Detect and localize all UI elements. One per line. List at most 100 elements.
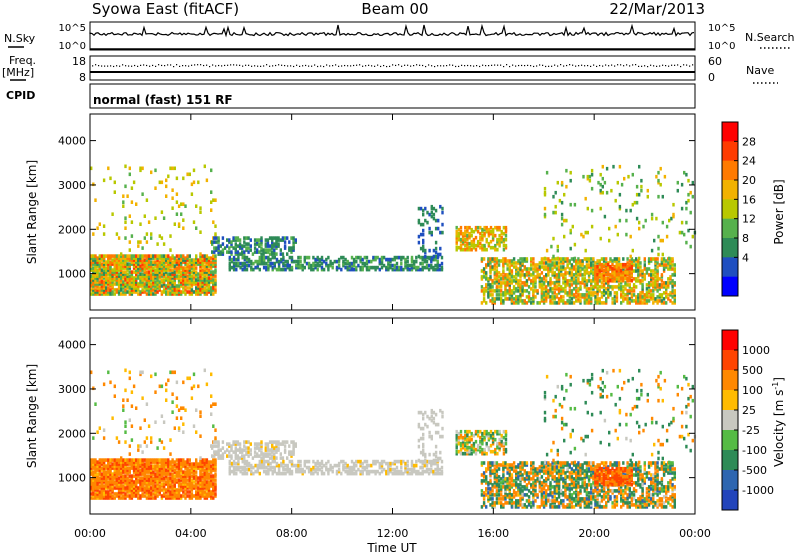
power-cell (314, 259, 317, 264)
power-cell (547, 295, 550, 299)
power-cell (637, 295, 640, 299)
power-cell (175, 254, 179, 258)
power-cell (590, 299, 593, 303)
velocity-cell (199, 464, 202, 468)
power-cell (145, 274, 149, 278)
power-cell (655, 174, 658, 179)
power-cell (167, 256, 170, 260)
velocity-cell (277, 463, 281, 468)
power-cell (459, 237, 463, 242)
power-cell (169, 262, 172, 266)
velocity-cell (294, 444, 297, 448)
velocity-cell (238, 456, 242, 460)
velocity-cell (195, 462, 198, 466)
power-cell (395, 267, 399, 272)
power-cell (577, 273, 580, 277)
velocity-cell (232, 440, 235, 444)
power-cell (203, 164, 206, 169)
power-cell (310, 265, 313, 270)
power-cell (587, 263, 591, 267)
power-cell (555, 279, 559, 283)
velocity-cell (145, 464, 149, 468)
velocity-cell (186, 458, 189, 462)
velocity-cell (271, 446, 274, 450)
power-cell (260, 259, 264, 264)
nave-dot (416, 64, 418, 66)
velocity-cell (275, 446, 278, 450)
power-cell (283, 244, 287, 248)
velocity-cell (130, 482, 134, 486)
power-cell (547, 267, 550, 271)
power-cell (557, 297, 561, 301)
power-cell (243, 257, 246, 262)
velocity-cell (147, 484, 151, 488)
power-cell (195, 258, 198, 262)
velocity-cell (120, 482, 123, 486)
power-cell (117, 260, 121, 264)
power-cell (607, 295, 610, 299)
power-cell (504, 227, 508, 232)
power-cell (150, 232, 153, 236)
power-cell (171, 264, 174, 268)
power-cell (669, 263, 672, 267)
power-cell (281, 236, 285, 240)
velocity-cell (205, 464, 209, 468)
power-cell (468, 241, 471, 246)
velocity-cell (126, 470, 129, 474)
power-cell (147, 288, 151, 292)
power-cell (260, 240, 263, 244)
power-cell (482, 289, 486, 293)
power-cell (598, 259, 601, 263)
velocity-cell (120, 466, 123, 470)
power-cell (577, 259, 580, 263)
nave-dot (98, 65, 100, 67)
power-cell (466, 237, 469, 242)
velocity-cell (214, 486, 217, 490)
power-cell (437, 254, 440, 259)
power-cell (382, 255, 386, 260)
velocity-cell (266, 454, 270, 458)
power-cell (165, 276, 168, 280)
power-cell (410, 263, 414, 268)
power-cell (294, 240, 297, 244)
power-cell (592, 257, 595, 261)
velocity-cell (212, 466, 215, 470)
power-cell (147, 276, 151, 280)
power-cell (165, 284, 168, 288)
power-cell (547, 263, 550, 267)
power-cell (596, 264, 599, 269)
power-cell (98, 272, 101, 276)
power-cell (665, 289, 668, 293)
power-cell (162, 274, 166, 278)
power-cell (598, 299, 601, 303)
velocity-cell (256, 463, 259, 468)
power-cell (598, 262, 601, 267)
velocity-cell (165, 470, 168, 474)
power-cell (314, 263, 317, 268)
velocity-cell (214, 494, 217, 498)
power-cell (355, 265, 358, 270)
velocity-cell (132, 488, 136, 492)
power-cell (532, 283, 535, 287)
power-cell (615, 297, 619, 301)
velocity-cell (145, 462, 149, 466)
velocity-cell (111, 474, 114, 478)
power-cell (167, 254, 170, 258)
power-cell (258, 250, 261, 254)
velocity-cell (135, 480, 138, 484)
power-cell (150, 282, 153, 286)
velocity-cell (282, 461, 285, 466)
velocity-cell (115, 468, 119, 472)
power-cell (555, 287, 559, 291)
velocity-cell (228, 469, 231, 474)
power-cell (182, 276, 185, 280)
velocity-cell (173, 426, 176, 430)
power-cell (584, 230, 587, 235)
power-cell (195, 288, 198, 292)
velocity-cell (177, 492, 181, 496)
power-cell (126, 254, 129, 258)
power-cell (167, 282, 170, 286)
power-cell (169, 264, 172, 268)
velocity-cell (167, 482, 170, 486)
velocity-cell (154, 472, 157, 476)
